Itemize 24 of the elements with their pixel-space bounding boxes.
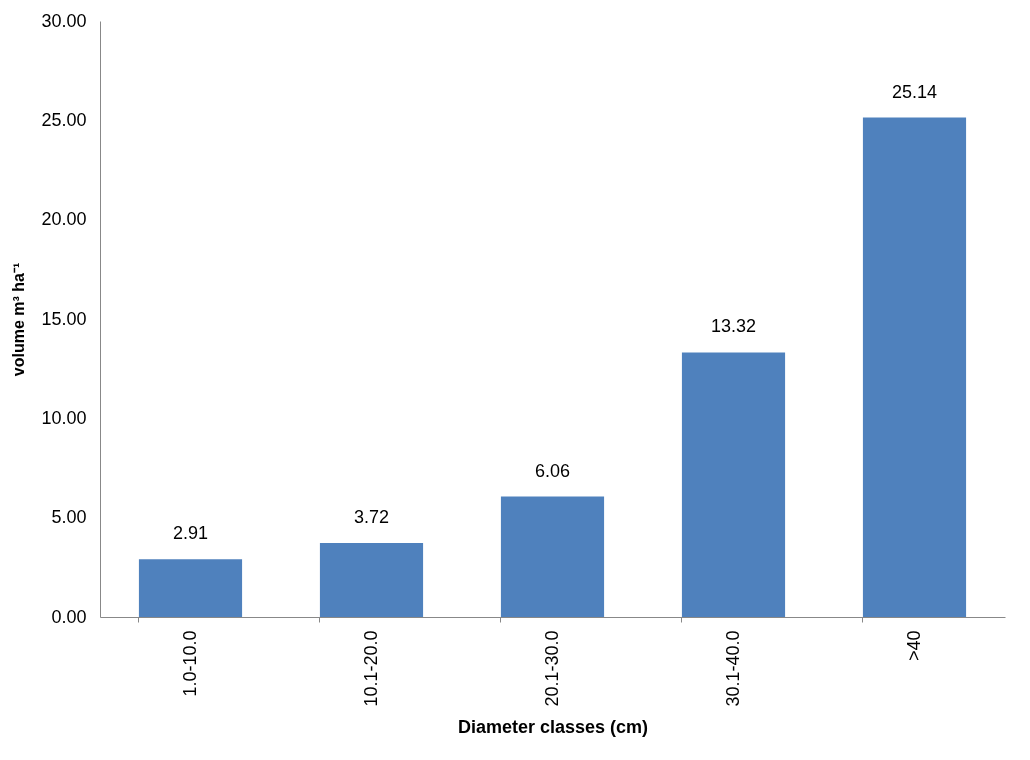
bar [319, 543, 424, 617]
data-label: 2.91 [172, 523, 209, 544]
x-axis-title: Diameter classes (cm) [457, 716, 649, 737]
bar [862, 117, 967, 617]
data-label: 6.06 [534, 460, 571, 481]
x-tick-label: >40 [903, 630, 924, 662]
y-tick-label: 25.00 [41, 109, 87, 130]
x-tick-label: 30.1-40.0 [722, 630, 743, 707]
x-tick-label: 20.1-30.0 [541, 630, 562, 707]
y-tick-label: 5.00 [51, 507, 87, 528]
data-label: 13.32 [710, 316, 757, 337]
y-tick-label: 30.00 [41, 10, 87, 31]
y-tick-label: 10.00 [41, 407, 87, 428]
y-tick-label: 0.00 [51, 606, 87, 627]
bar [138, 559, 243, 617]
data-label: 25.14 [891, 81, 938, 102]
data-label: 3.72 [353, 507, 390, 528]
bar [500, 496, 605, 617]
x-tick-label: 1.0-10.0 [179, 630, 200, 697]
x-tick-label: 10.1-20.0 [360, 630, 381, 707]
bar [681, 352, 786, 617]
y-tick-label: 20.00 [41, 209, 87, 230]
y-tick-label: 15.00 [41, 308, 87, 329]
y-axis-title: volume m³ ha⁻¹ [10, 262, 28, 377]
